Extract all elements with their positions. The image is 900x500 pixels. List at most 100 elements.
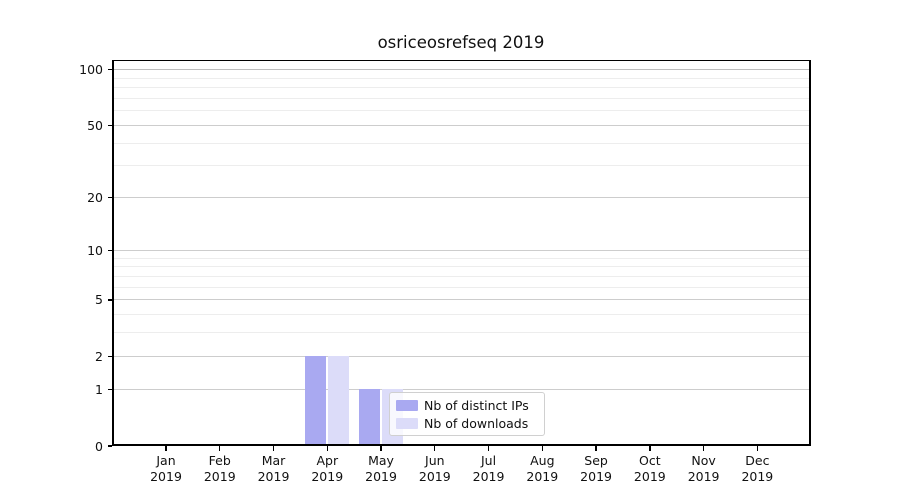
x-tick-label: Nov 2019 bbox=[677, 453, 731, 486]
bar-distinct-ips-may bbox=[359, 389, 381, 446]
x-tick-year: 2019 bbox=[580, 469, 612, 484]
x-tick-label: Jun 2019 bbox=[408, 453, 462, 486]
gridline-major bbox=[112, 197, 811, 199]
legend-swatch-downloads bbox=[396, 417, 418, 429]
x-tick-label: Aug 2019 bbox=[515, 453, 569, 486]
gridline-minor bbox=[112, 142, 811, 144]
legend-label-distinct-ips: Nb of distinct IPs bbox=[424, 398, 529, 414]
spine-top bbox=[112, 59, 811, 62]
x-tick-mark bbox=[541, 446, 543, 451]
y-tick-label: 1 bbox=[95, 381, 103, 397]
gridline-minor bbox=[112, 314, 811, 316]
y-tick-mark bbox=[107, 249, 112, 252]
gridline-minor bbox=[112, 266, 811, 268]
x-tick-month: Feb bbox=[208, 452, 231, 468]
x-tick-month: Dec bbox=[745, 452, 770, 468]
gridline-minor bbox=[112, 77, 811, 79]
x-tick-label: Feb 2019 bbox=[193, 453, 247, 486]
y-tick-mark bbox=[107, 124, 112, 126]
gridline-minor bbox=[112, 257, 811, 259]
gridline-minor bbox=[112, 275, 811, 277]
legend-swatch-distinct-ips bbox=[396, 400, 418, 412]
x-tick-year: 2019 bbox=[365, 469, 397, 484]
y-tick-mark bbox=[107, 445, 112, 447]
gridline-minor bbox=[112, 165, 811, 167]
x-tick-label: Jan 2019 bbox=[139, 453, 193, 486]
plot-area bbox=[112, 59, 811, 446]
x-tick-mark bbox=[219, 446, 221, 451]
y-tick-label: 5 bbox=[95, 292, 103, 308]
x-tick-label: Oct 2019 bbox=[623, 453, 677, 486]
y-tick-mark bbox=[107, 355, 112, 358]
x-tick-year: 2019 bbox=[633, 469, 666, 484]
x-tick-year: 2019 bbox=[150, 469, 182, 484]
spine-bottom bbox=[112, 444, 811, 446]
x-tick-mark bbox=[272, 446, 275, 451]
x-tick-month: May bbox=[368, 452, 394, 468]
x-tick-mark bbox=[380, 446, 382, 451]
x-tick-mark bbox=[702, 446, 705, 451]
x-tick-month: Mar bbox=[261, 452, 286, 468]
x-tick-year: 2019 bbox=[418, 469, 451, 484]
x-tick-month: Nov bbox=[691, 452, 716, 468]
x-tick-month: Apr bbox=[316, 452, 339, 468]
x-tick-mark bbox=[487, 446, 490, 451]
y-tick-mark bbox=[107, 68, 112, 71]
legend-item-downloads: Nb of downloads bbox=[396, 415, 538, 433]
x-tick-label: Jul 2019 bbox=[462, 453, 516, 486]
x-tick-year: 2019 bbox=[472, 469, 505, 484]
y-tick-mark bbox=[107, 196, 112, 199]
x-tick-month: Jul bbox=[481, 452, 497, 468]
bar-distinct-ips-apr bbox=[305, 356, 327, 446]
x-tick-month: Jun bbox=[425, 452, 445, 468]
gridline-major bbox=[112, 355, 811, 357]
x-tick-mark bbox=[595, 446, 597, 451]
x-tick-month: Sep bbox=[584, 452, 608, 468]
x-tick-year: 2019 bbox=[687, 469, 720, 484]
gridline-major bbox=[112, 68, 811, 71]
x-tick-month: Oct bbox=[639, 452, 661, 468]
gridline-minor bbox=[112, 332, 811, 334]
y-tick-label: 50 bbox=[87, 117, 103, 133]
x-tick-year: 2019 bbox=[257, 469, 290, 484]
gridline-minor bbox=[112, 110, 811, 112]
x-tick-year: 2019 bbox=[526, 469, 559, 484]
y-tick-mark bbox=[107, 299, 112, 301]
gridline-minor bbox=[112, 87, 811, 89]
x-tick-mark bbox=[756, 446, 759, 451]
x-tick-year: 2019 bbox=[203, 469, 236, 484]
y-tick-label: 0 bbox=[95, 438, 103, 454]
x-tick-year: 2019 bbox=[741, 469, 774, 484]
gridline-minor bbox=[112, 286, 811, 288]
spine-left bbox=[112, 59, 114, 446]
gridline-major bbox=[112, 124, 811, 126]
x-tick-mark bbox=[649, 446, 651, 451]
y-tick-label: 20 bbox=[87, 190, 103, 206]
gridline-minor bbox=[112, 97, 811, 99]
spine-right bbox=[808, 59, 811, 446]
x-tick-mark bbox=[165, 446, 167, 451]
legend: Nb of distinct IPs Nb of downloads bbox=[389, 392, 545, 436]
x-tick-month: Jan bbox=[156, 452, 176, 468]
x-tick-label: Sep 2019 bbox=[569, 453, 623, 486]
legend-item-distinct-ips: Nb of distinct IPs bbox=[396, 397, 538, 415]
y-tick-label: 100 bbox=[79, 62, 103, 78]
bar-downloads-apr bbox=[328, 356, 349, 446]
chart-title: osriceosrefseq 2019 bbox=[377, 33, 545, 52]
gridline-major bbox=[112, 249, 811, 251]
y-tick-label: 2 bbox=[95, 348, 103, 364]
y-tick-label: 10 bbox=[87, 242, 103, 258]
legend-label-downloads: Nb of downloads bbox=[424, 415, 529, 431]
x-tick-label: Dec 2019 bbox=[730, 453, 784, 486]
x-tick-month: Aug bbox=[530, 452, 555, 468]
x-tick-year: 2019 bbox=[311, 469, 344, 484]
x-tick-mark bbox=[434, 446, 436, 451]
gridline-major bbox=[112, 388, 811, 391]
y-tick-mark bbox=[107, 388, 112, 391]
x-tick-mark bbox=[326, 446, 328, 451]
x-tick-label: May 2019 bbox=[354, 453, 408, 486]
x-tick-label: Mar 2019 bbox=[247, 453, 301, 486]
x-tick-label: Apr 2019 bbox=[300, 453, 354, 486]
gridline-major bbox=[112, 299, 811, 301]
